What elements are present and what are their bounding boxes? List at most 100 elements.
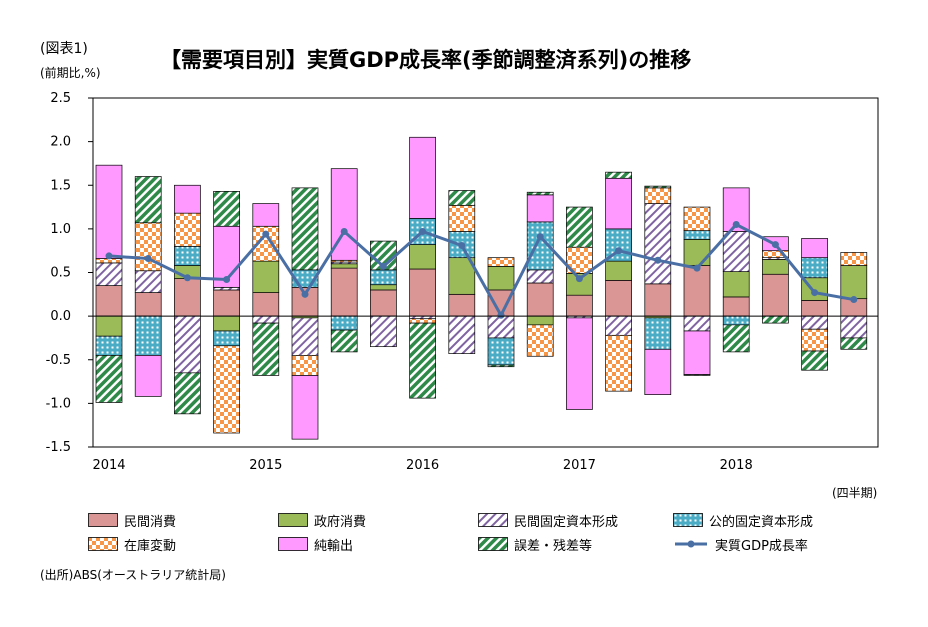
bar-segment [683,315,711,332]
gdp-growth-point [419,227,427,235]
x-tick-label: 2016 [406,458,439,473]
legend-item: 誤差・残差等 [478,534,592,554]
bar-segment [174,278,201,317]
bar-segment [840,265,868,300]
bar-segment [722,315,750,326]
legend: 民間消費 政府消費 民間固定資本形成 公的固定資本形成 在庫変動 純輸出 誤差・残差等 実質G… [88,510,888,554]
bar-segment [409,322,436,399]
bar-segment [762,315,789,324]
legend-label: 誤差・残差等 [514,538,593,554]
bar-segment [448,315,476,354]
bar-segment [605,334,632,392]
source-note: (出所)ABS(オーストラリア統計局) [40,568,226,582]
gdp-growth-point [223,275,231,283]
bar-segment [722,231,750,272]
gdp-growth-point [575,275,583,283]
bar-segment [487,257,515,267]
bar-segment [683,374,711,376]
gdp-growth-point [379,262,387,270]
y-tick-label: 2.0 [50,135,71,150]
plot-frame [92,97,879,448]
legend-swatch [478,513,508,527]
bar-segment [291,375,319,440]
legend-label: 政府消費 [314,514,367,530]
bar-segment [291,355,319,376]
bar-segment [526,324,554,357]
legend-label: 民間消費 [124,514,177,530]
bar-segment [762,259,789,275]
bar-segment [448,293,476,317]
legend-label: 実質GDP成長率 [715,538,808,554]
gdp-growth-point [497,311,505,319]
bar-segment [840,315,868,339]
bar-segment [330,315,358,331]
bar-segment [801,350,828,371]
bar-segment [644,348,672,395]
bar-segment [213,330,240,347]
bar-segment [683,265,711,317]
bar-segment [487,266,515,291]
bar-segment [644,203,672,285]
bar-segment [134,176,162,224]
bar-segment [252,322,280,376]
gdp-growth-point [144,255,152,263]
bar-segment [801,300,828,317]
legend-swatch [675,540,707,548]
bar-segment [448,204,476,232]
gdp-line-layer [105,221,858,319]
legend-item: 民間消費 [88,510,176,530]
legend-swatch [278,537,308,551]
bars-layer [95,136,868,440]
bar-segment [840,337,868,350]
bar-segment [409,268,436,317]
bar-segment [566,294,593,317]
bar-segment [213,191,240,227]
bar-segment [95,262,123,286]
gdp-growth-point [458,241,466,249]
bar-segment [95,315,123,337]
bar-segment [722,271,750,298]
bar-segment [722,324,750,353]
x-tick-label: 2014 [92,458,125,473]
bar-segment [566,206,593,248]
bar-segment [722,296,750,317]
bar-segment [644,317,672,350]
bar-segment [605,280,632,317]
y-tick-label: -1.0 [46,396,71,411]
legend-swatch [278,513,308,527]
legend-item: 純輸出 [278,534,353,554]
bar-segment [801,257,828,279]
chart-title: 【需要項目別】実質GDP成長率(季節調整済系列)の推移 [160,48,692,72]
gdp-growth-point [183,274,191,282]
y-tick-label: 1.5 [50,178,71,193]
gdp-growth-point [615,247,623,255]
legend-item: 実質GDP成長率 [673,534,808,554]
bar-segment [174,245,201,266]
bar-segment [252,292,280,317]
x-tick-label: 2015 [249,458,282,473]
y-tick-label: 0.0 [50,309,71,324]
gdp-growth-point [732,221,740,229]
bar-segment [526,315,554,326]
axis-layer: 2.5 2.0 1.5 1.0 0.5 0.0 -0.5 -1.0 -1.5 2014 2015 20… [46,91,878,473]
x-axis-label: (四半期) [832,486,878,500]
figure-label: (図表1) [40,41,88,57]
bar-segment [370,315,397,348]
gdp-growth-point [850,296,858,304]
bar-segment [330,267,358,317]
legend-item: 民間固定資本形成 [478,510,618,530]
bar-segment [252,315,280,324]
legend-swatch [88,537,118,551]
bar-segment [762,273,789,317]
legend-swatch [88,513,118,527]
bar-segment [526,194,554,223]
gdp-growth-point [654,256,662,264]
bar-segment [605,315,632,336]
bar-segment [370,284,397,291]
bar-segment [252,203,280,227]
bar-segment [174,212,201,247]
bar-segment [95,335,123,356]
y-tick-label: 0.5 [50,266,71,281]
legend-label: 民間固定資本形成 [514,514,619,530]
bar-segment [409,244,436,270]
